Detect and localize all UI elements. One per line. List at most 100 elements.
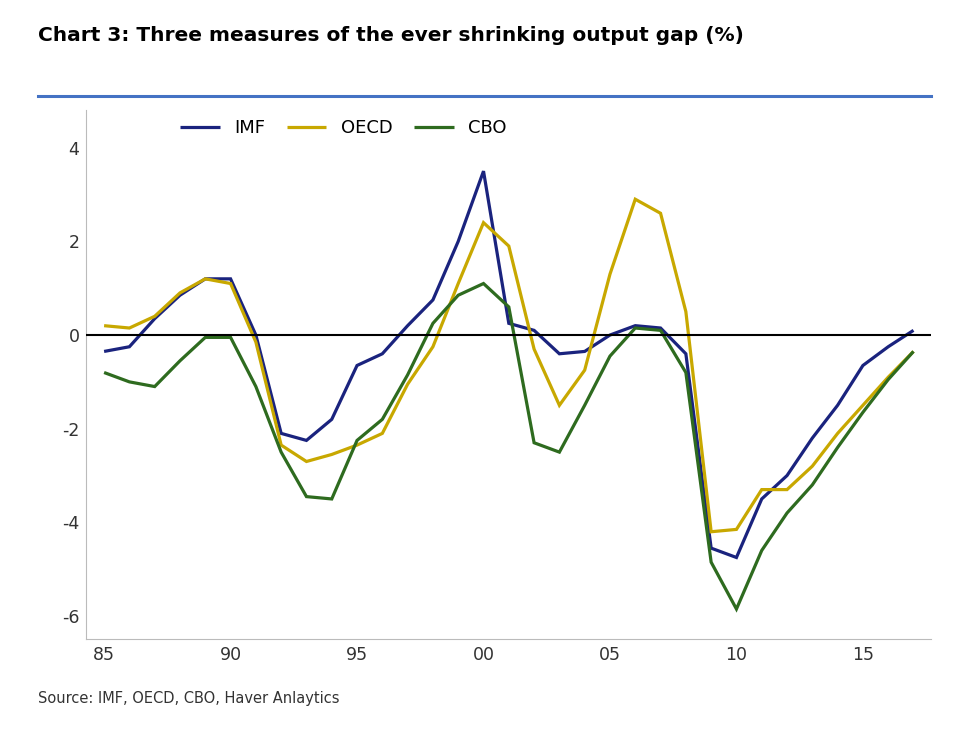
IMF — [478, 167, 490, 176]
CBO — [655, 326, 666, 334]
OECD — [604, 270, 615, 279]
IMF — [806, 434, 818, 442]
IMF — [908, 326, 920, 334]
OECD — [756, 485, 767, 494]
CBO — [630, 323, 641, 332]
IMF — [276, 429, 287, 438]
OECD — [276, 441, 287, 450]
IMF — [251, 331, 262, 340]
IMF — [149, 315, 160, 323]
CBO — [706, 558, 717, 567]
CBO — [300, 492, 312, 501]
CBO — [680, 368, 691, 377]
OECD — [503, 242, 515, 251]
OECD — [351, 441, 363, 450]
IMF — [756, 495, 767, 503]
OECD — [806, 462, 818, 470]
IMF — [402, 321, 414, 330]
OECD — [174, 288, 185, 297]
CBO — [503, 303, 515, 312]
CBO — [402, 370, 414, 379]
CBO — [857, 408, 869, 417]
IMF — [579, 347, 590, 356]
IMF — [882, 343, 894, 351]
CBO — [276, 448, 287, 456]
OECD — [251, 337, 262, 346]
OECD — [452, 279, 464, 288]
IMF — [528, 326, 540, 334]
CBO — [882, 375, 894, 384]
CBO — [427, 319, 439, 328]
CBO — [478, 279, 490, 288]
CBO — [200, 333, 211, 342]
CBO — [174, 356, 185, 365]
OECD — [630, 195, 641, 204]
IMF — [781, 471, 793, 480]
CBO — [756, 546, 767, 555]
IMF — [604, 331, 615, 340]
OECD — [554, 401, 565, 409]
Legend: IMF, OECD, CBO: IMF, OECD, CBO — [180, 119, 507, 137]
IMF — [706, 544, 717, 553]
IMF — [98, 347, 109, 356]
CBO — [528, 438, 540, 447]
CBO — [124, 378, 135, 387]
OECD — [655, 209, 666, 218]
CBO — [452, 291, 464, 300]
IMF — [300, 436, 312, 445]
OECD — [376, 429, 388, 438]
OECD — [427, 343, 439, 351]
OECD — [781, 485, 793, 494]
IMF — [832, 401, 844, 409]
IMF — [225, 274, 236, 283]
IMF — [554, 349, 565, 358]
Text: Source: IMF, OECD, CBO, Haver Anlaytics: Source: IMF, OECD, CBO, Haver Anlaytics — [38, 691, 340, 706]
OECD — [98, 321, 109, 330]
OECD — [478, 218, 490, 227]
OECD — [579, 366, 590, 375]
OECD — [706, 527, 717, 536]
IMF — [427, 295, 439, 304]
Line: OECD: OECD — [104, 199, 914, 531]
IMF — [124, 343, 135, 351]
IMF — [680, 349, 691, 358]
CBO — [604, 352, 615, 361]
CBO — [225, 333, 236, 342]
OECD — [680, 307, 691, 316]
OECD — [300, 457, 312, 466]
CBO — [376, 415, 388, 424]
Line: IMF: IMF — [104, 171, 914, 557]
Text: Chart 3: Three measures of the ever shrinking output gap (%): Chart 3: Three measures of the ever shri… — [38, 26, 744, 45]
IMF — [452, 237, 464, 245]
CBO — [351, 436, 363, 445]
OECD — [882, 373, 894, 381]
IMF — [200, 274, 211, 283]
OECD — [731, 525, 742, 534]
OECD — [528, 345, 540, 354]
OECD — [326, 450, 338, 459]
IMF — [503, 319, 515, 328]
IMF — [174, 291, 185, 300]
Line: CBO: CBO — [104, 284, 914, 609]
IMF — [376, 349, 388, 358]
CBO — [326, 495, 338, 503]
IMF — [857, 361, 869, 370]
CBO — [554, 448, 565, 456]
CBO — [579, 401, 590, 409]
IMF — [655, 323, 666, 332]
CBO — [731, 605, 742, 614]
CBO — [908, 347, 920, 356]
CBO — [149, 382, 160, 391]
OECD — [225, 279, 236, 288]
OECD — [149, 312, 160, 320]
CBO — [98, 368, 109, 377]
CBO — [781, 509, 793, 517]
IMF — [351, 361, 363, 370]
IMF — [326, 415, 338, 424]
OECD — [200, 274, 211, 283]
OECD — [402, 380, 414, 389]
OECD — [124, 323, 135, 332]
CBO — [806, 481, 818, 490]
OECD — [908, 347, 920, 356]
IMF — [630, 321, 641, 330]
